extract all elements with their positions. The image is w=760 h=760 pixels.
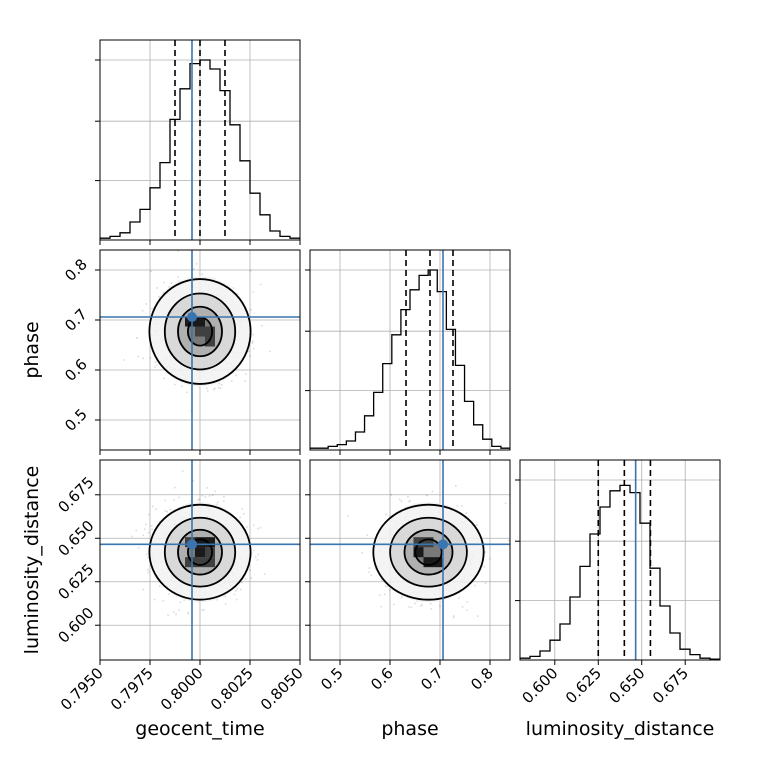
truth-point [187, 539, 197, 550]
panel-frame [99, 249, 301, 451]
xlabel-phase: phase [381, 718, 438, 740]
panel-frame [99, 39, 301, 241]
xtick-label-geocent_time: 0.7975 [107, 664, 157, 714]
ytick-label-phase: 0.6 [61, 355, 91, 385]
contour-line-0 [148, 278, 252, 385]
contour-line-0 [372, 503, 485, 601]
density-core-block [433, 557, 444, 568]
panel-luminosity_distance-vs-luminosity_distance: 0.600 0.625 0.650 0.675 [515, 459, 721, 707]
contour-line-3 [186, 538, 213, 566]
panel-geocent_time-vs-geocent_time [95, 39, 301, 245]
contour-line-2 [177, 305, 223, 358]
ytick-label-luminosity_distance: 0.625 [54, 560, 97, 603]
xtick-label-luminosity_distance: 0.650 [605, 664, 648, 707]
density-core-block [413, 547, 424, 558]
panel-luminosity_distance-vs-phase: 0.5 0.6 0.7 0.8 [305, 459, 511, 694]
density-core-block [413, 537, 424, 548]
contour-line-3 [414, 538, 443, 566]
contour-line-1 [389, 516, 468, 588]
density-core-block [195, 557, 205, 568]
xtick-label-geocent_time: 0.7950 [57, 664, 107, 714]
xtick-label-geocent_time: 0.8000 [157, 664, 207, 714]
histogram-phase [310, 269, 510, 450]
ytick-label-luminosity_distance: 0.650 [54, 517, 97, 560]
ytick-label-luminosity_distance: 0.675 [54, 473, 97, 516]
density-core-block [195, 547, 205, 558]
xtick-label-luminosity_distance: 0.600 [519, 664, 562, 707]
ytick-label-phase: 0.7 [61, 305, 91, 335]
density-core-block [195, 326, 205, 337]
xtick-label-geocent_time: 0.8025 [207, 664, 257, 714]
xtick-label-phase: 0.8 [467, 664, 497, 694]
ytick-label-phase: 0.8 [61, 255, 91, 285]
panel-phase-vs-geocent_time: 0.5 0.6 0.7 0.8 [61, 249, 301, 455]
panel-frame [309, 249, 511, 451]
contour-line-2 [177, 528, 223, 576]
panel-phase-vs-phase [305, 249, 511, 455]
panel-frame [519, 459, 721, 661]
xlabel-luminosity-distance: luminosity_distance [526, 718, 715, 740]
density-core-block [195, 316, 205, 327]
xlabel-geocent-time: geocent_time [135, 718, 264, 740]
density-core-block [205, 547, 215, 558]
contour-line-1 [163, 292, 237, 371]
panel-frame [309, 459, 511, 661]
truth-point [187, 312, 197, 322]
contour-line-1 [163, 516, 237, 588]
ytick-label-phase: 0.5 [61, 405, 91, 435]
density-core-block [195, 537, 205, 548]
density-layer [310, 460, 510, 660]
xtick-label-phase: 0.7 [417, 664, 447, 694]
density-core-block [423, 557, 434, 568]
density-core-block [205, 326, 215, 337]
truth-point [438, 539, 448, 550]
contour-line-2 [403, 528, 454, 576]
xtick-label-luminosity_distance: 0.625 [562, 664, 605, 707]
panel-frame [99, 459, 301, 661]
density-core-block [185, 557, 195, 568]
histogram-luminosity_distance [520, 484, 720, 660]
density-core-block [423, 537, 434, 548]
density-core-block [205, 537, 215, 548]
xtick-label-luminosity_distance: 0.675 [649, 664, 692, 707]
density-core-block [205, 336, 215, 347]
density-layer [100, 250, 300, 450]
ytick-label-luminosity_distance: 0.600 [54, 604, 97, 647]
xtick-label-phase: 0.5 [317, 664, 347, 694]
density-layer [100, 460, 300, 660]
labels-layer: geocent_time phase luminosity_distance p… [21, 321, 714, 740]
density-core-block [205, 557, 215, 568]
contour-line-0 [148, 503, 252, 601]
ylabel-luminosity-distance: luminosity_distance [21, 466, 43, 655]
xtick-label-geocent_time: 0.8050 [257, 664, 307, 714]
ylabel-phase: phase [21, 321, 43, 378]
xtick-label-phase: 0.6 [367, 664, 397, 694]
